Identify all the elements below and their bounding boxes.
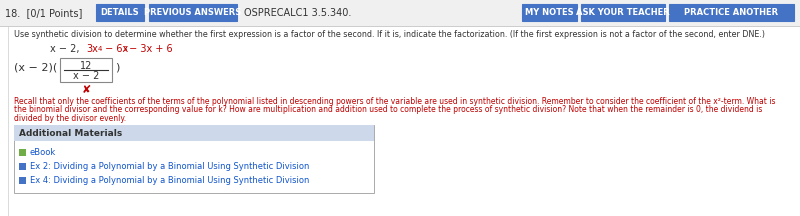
Text: PREVIOUS ANSWERS: PREVIOUS ANSWERS — [144, 8, 242, 17]
Bar — [60, 58, 112, 82]
Text: Additional Materials: Additional Materials — [19, 129, 122, 138]
Text: MY NOTES: MY NOTES — [525, 8, 574, 17]
Bar — [14, 125, 374, 141]
Text: OSPRECALC1 3.5.340.: OSPRECALC1 3.5.340. — [244, 8, 351, 18]
Text: 4: 4 — [98, 46, 102, 52]
Text: 3: 3 — [122, 46, 126, 52]
Text: − 6x: − 6x — [102, 44, 128, 54]
Text: x − 2: x − 2 — [73, 71, 99, 81]
Text: the binomial divisor and the corresponding value for k? How are multiplication a: the binomial divisor and the correspondi… — [14, 105, 762, 114]
Text: − 3x + 6: − 3x + 6 — [126, 44, 173, 54]
Text: ASK YOUR TEACHER: ASK YOUR TEACHER — [576, 8, 670, 17]
Text: Ex 4: Dividing a Polynomial by a Binomial Using Synthetic Division: Ex 4: Dividing a Polynomial by a Binomia… — [30, 176, 310, 185]
Bar — [669, 4, 794, 21]
Text: ✘: ✘ — [82, 85, 90, 95]
Text: ): ) — [115, 63, 119, 73]
Bar — [96, 4, 144, 21]
Bar — [19, 149, 26, 156]
Bar — [19, 177, 26, 184]
Text: Use synthetic division to determine whether the first expression is a factor of : Use synthetic division to determine whet… — [14, 30, 765, 39]
Bar — [0, 26, 800, 216]
Text: Ex 2: Dividing a Polynomial by a Binomial Using Synthetic Division: Ex 2: Dividing a Polynomial by a Binomia… — [30, 162, 310, 171]
Text: 3x: 3x — [86, 44, 98, 54]
Bar — [0, 0, 800, 26]
Bar — [581, 4, 665, 21]
Text: (x − 2)(: (x − 2)( — [14, 63, 58, 73]
Text: 18.  [0/1 Points]: 18. [0/1 Points] — [5, 8, 82, 18]
Text: eBook: eBook — [30, 148, 56, 157]
Bar — [522, 4, 577, 21]
Text: divided by the divisor evenly.: divided by the divisor evenly. — [14, 114, 126, 123]
Text: 12: 12 — [80, 61, 92, 71]
Bar — [14, 125, 374, 193]
Text: DETAILS: DETAILS — [101, 8, 139, 17]
Text: Recall that only the coefficients of the terms of the polynomial listed in desce: Recall that only the coefficients of the… — [14, 97, 775, 106]
Text: PRACTICE ANOTHER: PRACTICE ANOTHER — [685, 8, 778, 17]
Bar — [19, 163, 26, 170]
Text: x − 2,: x − 2, — [50, 44, 79, 54]
Bar — [149, 4, 237, 21]
